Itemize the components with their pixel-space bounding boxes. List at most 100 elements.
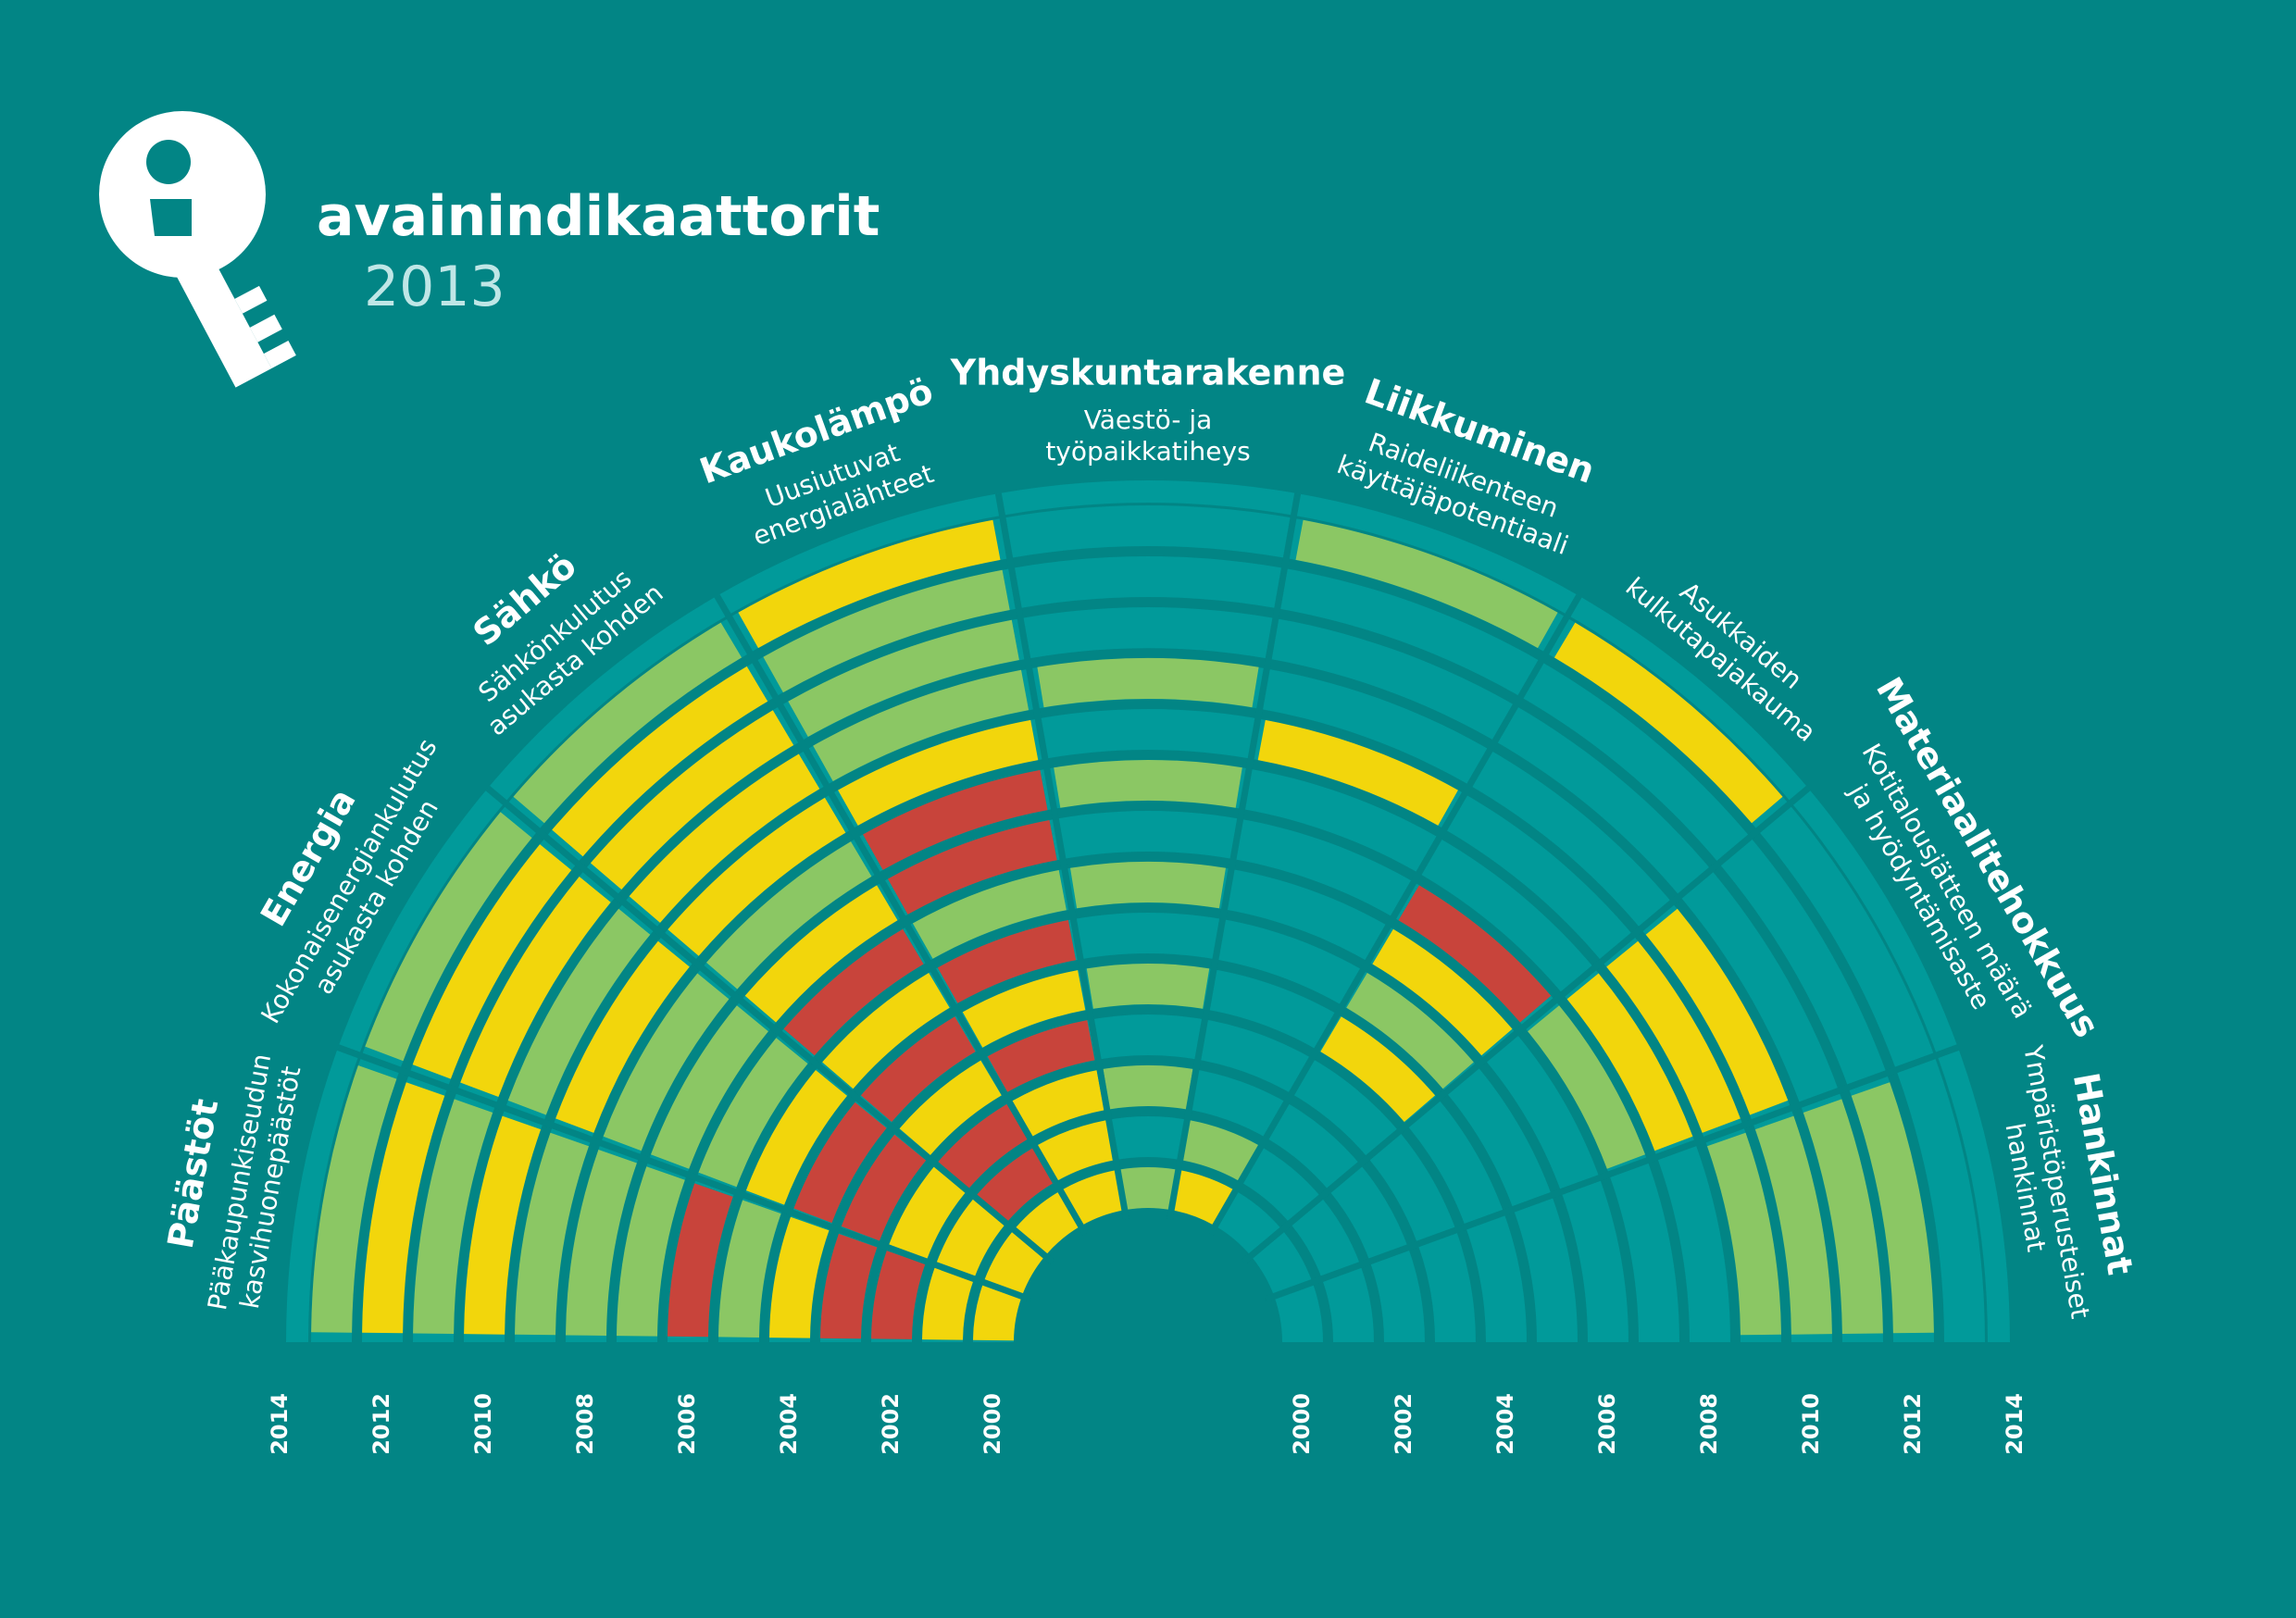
- page-year: 2013: [364, 255, 505, 319]
- segment-green: [698, 1038, 808, 1188]
- segment-yellow: [922, 1267, 974, 1340]
- year-label: 2006: [1594, 1393, 1620, 1455]
- segment-yellow: [460, 877, 611, 1097]
- year-label: 2010: [1798, 1393, 1824, 1455]
- segment-yellow: [936, 1199, 1005, 1277]
- segment-yellow: [552, 666, 768, 857]
- segment-yellow: [889, 1166, 966, 1259]
- year-label: 2012: [368, 1393, 394, 1455]
- segment-red: [820, 1233, 878, 1339]
- segment-red: [977, 1148, 1054, 1222]
- segment-red: [938, 1103, 1028, 1189]
- category-dividers: [336, 492, 1960, 1303]
- segment-green: [1707, 1132, 1781, 1336]
- category-divider: [485, 785, 1054, 1264]
- year-label: 2008: [1696, 1393, 1722, 1455]
- category-divider: [1264, 1044, 1960, 1303]
- segment-green: [718, 1200, 781, 1338]
- year-label: 2002: [1391, 1393, 1416, 1455]
- segment-red: [1398, 885, 1552, 1023]
- year-label: 2010: [470, 1393, 496, 1455]
- segment-green: [1295, 519, 1558, 649]
- category-divider: [714, 593, 1089, 1236]
- segment-yellow: [973, 1284, 1022, 1341]
- key-icon: [99, 111, 296, 388]
- year-label: 2004: [776, 1393, 802, 1455]
- segment-yellow: [1015, 1191, 1079, 1255]
- year-label: 2000: [980, 1393, 1005, 1455]
- segment-green: [603, 973, 730, 1151]
- segment-yellow: [822, 973, 950, 1089]
- segment-green: [1070, 861, 1226, 909]
- year-axis-labels: 2000 2002 2004 2006 2008 2010 2012 2014 2000 2002…: [267, 1393, 2028, 1455]
- segment-red: [793, 1101, 887, 1224]
- segment-green: [566, 1150, 637, 1336]
- segment-green: [651, 1005, 768, 1169]
- segment-green: [1851, 1082, 1934, 1334]
- segment-green: [1528, 1005, 1645, 1169]
- segment-green: [1037, 657, 1259, 708]
- segment-yellow: [1037, 1120, 1114, 1181]
- segment-green: [1803, 1099, 1883, 1334]
- segment-yellow: [555, 940, 690, 1133]
- segment-yellow: [464, 1115, 542, 1335]
- segment-yellow: [984, 1231, 1044, 1295]
- segment-red: [860, 1016, 976, 1122]
- category-divider: [1207, 593, 1582, 1236]
- segment-yellow: [738, 519, 1001, 649]
- segment-green: [365, 812, 532, 1062]
- page-title: avainindikaattorit: [317, 184, 880, 249]
- segment-red: [863, 769, 1048, 870]
- segment-yellow: [1606, 940, 1741, 1133]
- segment-green: [1182, 1120, 1259, 1181]
- category-name: Yhdyskuntarakenne: [950, 353, 1346, 393]
- segment-yellow: [769, 1216, 830, 1338]
- year-label: 2014: [2002, 1393, 2028, 1455]
- segment-yellow: [668, 797, 846, 956]
- segment-yellow: [629, 753, 820, 923]
- segment-yellow: [1012, 1070, 1104, 1137]
- segment-red: [987, 1020, 1095, 1092]
- segment-yellow: [1172, 1170, 1234, 1226]
- category-divider: [994, 492, 1130, 1220]
- segment-green: [1754, 1115, 1832, 1335]
- segment-green: [1086, 964, 1210, 1009]
- category-subtitle: työpaikkatiheys: [1045, 436, 1250, 467]
- segment-yellow: [362, 1082, 445, 1334]
- segment-green: [788, 619, 1019, 737]
- segment-green: [763, 569, 1010, 693]
- year-label: 2014: [267, 1393, 293, 1455]
- segment-green: [1054, 760, 1242, 808]
- segment-yellow: [1257, 719, 1458, 826]
- segment-red: [668, 1183, 733, 1338]
- data-segments: [311, 519, 1934, 1341]
- year-label: 2008: [572, 1393, 598, 1455]
- year-label: 2002: [878, 1393, 904, 1455]
- segment-yellow: [745, 1070, 847, 1205]
- segment-green: [311, 1065, 397, 1333]
- segment-yellow: [590, 710, 794, 890]
- segment-red: [783, 928, 924, 1056]
- segment-yellow: [1062, 1170, 1124, 1226]
- segment-green: [507, 908, 651, 1115]
- category-divider: [336, 1044, 1032, 1303]
- segment-yellow: [1554, 622, 1783, 824]
- segment-green: [617, 1166, 685, 1337]
- year-label: 2006: [674, 1393, 700, 1455]
- segment-yellow: [744, 885, 898, 1023]
- segment-green: [706, 841, 872, 989]
- segment-red: [937, 920, 1077, 1003]
- segment-yellow: [412, 844, 572, 1079]
- year-label: 2004: [1492, 1393, 1518, 1455]
- category-divider: [1166, 492, 1302, 1220]
- segment-green: [912, 870, 1067, 959]
- segment-green: [1119, 1167, 1177, 1210]
- year-label: 2000: [1289, 1393, 1315, 1455]
- segment-yellow: [838, 719, 1039, 826]
- segment-green: [413, 1099, 493, 1334]
- segment-green: [813, 669, 1029, 781]
- segment-yellow: [1566, 973, 1693, 1151]
